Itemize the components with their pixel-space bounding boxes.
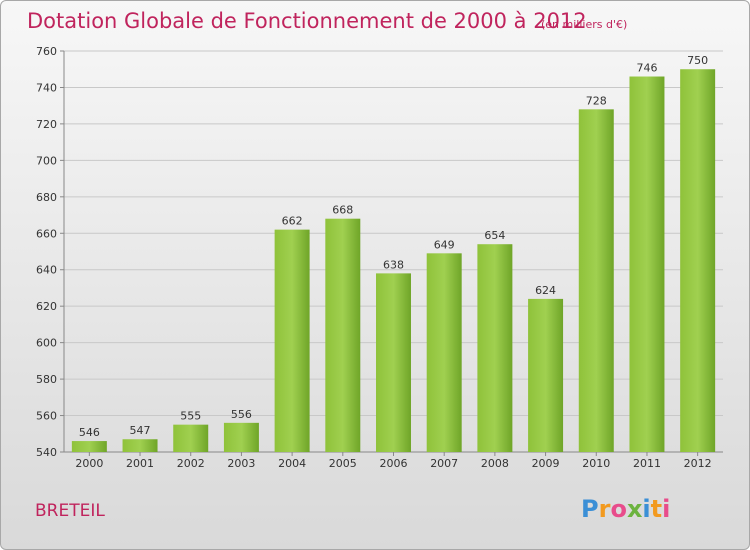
bar-2012 [680,69,716,453]
logo-letter: P [581,495,599,523]
y-tick-label: 580 [36,373,57,386]
data-label-2010: 728 [586,94,607,107]
bar-2007 [426,253,462,452]
bar-2003 [223,422,259,452]
y-tick-label: 760 [36,45,57,58]
data-label-2008: 654 [484,229,505,242]
y-tick-label: 720 [36,118,57,131]
data-label-2005: 668 [332,204,353,217]
proxiti-logo: Proxiti [581,495,670,523]
logo-letter: o [610,495,627,523]
y-tick-label: 660 [36,227,57,240]
data-label-2001: 547 [130,424,151,437]
y-tick-label: 700 [36,154,57,167]
y-tick-label: 600 [36,337,57,350]
x-tick-label-2001: 2001 [126,457,154,470]
data-label-2002: 555 [180,410,201,423]
data-label-2006: 638 [383,258,404,271]
bar-2006 [376,273,411,452]
data-label-2004: 662 [282,215,303,228]
x-tick-label-2012: 2012 [684,457,712,470]
data-labels: 546 547 555 556 662 668 638 649 654 624 728 746 750 [79,54,708,439]
x-tick-label-2007: 2007 [430,457,458,470]
x-tick-label-2011: 2011 [633,457,661,470]
bar-2000 [71,441,107,452]
bar-2005 [325,218,361,452]
bar-2010 [578,109,614,452]
logo-letter: i [642,495,650,523]
chart-subtitle: (en milliers d'€) [541,18,627,31]
commune-name: BRETEIL [35,501,105,521]
x-tick-label-2003: 2003 [227,457,255,470]
data-label-2012: 750 [687,54,708,67]
bars [71,69,716,453]
y-tick-labels: 540 560 580 600 620 640 660 680 700 720 740 760 [36,45,57,459]
logo-letter: t [651,495,662,523]
data-label-2000: 546 [79,426,100,439]
y-tick-label: 560 [36,410,57,423]
bar-2001 [122,439,158,452]
x-tick-label-2000: 2000 [75,457,103,470]
y-tick-label: 620 [36,300,57,313]
x-tick-label-2005: 2005 [329,457,357,470]
y-tick-label: 680 [36,191,57,204]
data-label-2003: 556 [231,408,252,421]
x-tick-label-2009: 2009 [532,457,560,470]
bar-2009 [528,298,564,452]
bar-2008 [477,244,513,452]
x-tick-label-2010: 2010 [582,457,610,470]
bar-2011 [629,76,665,452]
data-label-2007: 649 [434,238,455,251]
x-tick-label-2004: 2004 [278,457,306,470]
y-tick-label: 540 [36,446,57,459]
data-label-2011: 746 [636,62,657,75]
x-tick-label-2008: 2008 [481,457,509,470]
x-tick-label-2006: 2006 [380,457,408,470]
data-label-2009: 624 [535,284,556,297]
y-tick-label: 640 [36,264,57,277]
y-tick-label: 740 [36,81,57,94]
logo-letter: x [627,495,643,523]
bar-2004 [274,229,310,452]
logo-letter: r [599,495,611,523]
x-tick-labels: 2000 2001 2002 2003 2004 2005 2006 2007 2008 2009… [75,452,712,470]
chart-title: Dotation Globale de Fonctionnement de 20… [27,9,587,33]
bar-2002 [173,424,209,452]
logo-letter: i [662,495,670,523]
x-tick-label-2002: 2002 [177,457,205,470]
